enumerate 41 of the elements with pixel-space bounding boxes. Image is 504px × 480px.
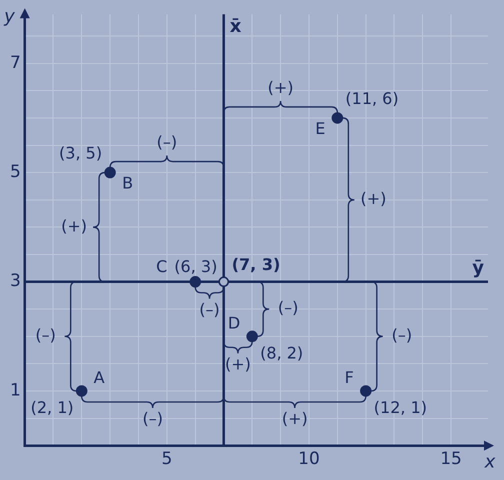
annotation: (3, 5) [59, 144, 102, 163]
y-axis-title: y [3, 6, 16, 27]
point [360, 385, 372, 397]
annotation: C [156, 256, 168, 276]
annotation: (–) [278, 298, 298, 318]
x-tick-label: 15 [440, 449, 462, 470]
annotation: (–) [35, 326, 56, 345]
annotation: (–) [156, 132, 178, 152]
annotation: (11, 6) [345, 89, 399, 108]
x-tick-label: 10 [298, 449, 320, 470]
annotation: A [94, 368, 105, 388]
x-axis-title: x [484, 451, 496, 472]
y-tick-label: 7 [10, 52, 21, 73]
point [332, 112, 344, 124]
annotation: (+) [224, 354, 251, 374]
annotation: (12, 1) [374, 398, 428, 418]
annotation: (+) [268, 78, 294, 98]
annotation: (8, 2) [260, 344, 304, 363]
point [104, 166, 116, 178]
ref-line-label: ȳ [472, 257, 484, 278]
annotation: (6, 3) [174, 256, 218, 276]
annotation: E [315, 119, 326, 138]
annotation: (–) [199, 300, 220, 319]
annotation: D [228, 314, 240, 333]
point [76, 385, 88, 397]
y-tick-label: 1 [10, 380, 21, 400]
annotation: (+) [61, 216, 88, 236]
annotation: (7, 3) [232, 254, 280, 274]
annotation: (+) [282, 409, 308, 428]
ref-line-label: x̄ [230, 16, 242, 37]
annotation: F [344, 368, 354, 388]
annotation: B [122, 174, 134, 193]
point [246, 330, 258, 342]
annotation: (2, 1) [30, 398, 74, 418]
annotation: (–) [142, 409, 163, 428]
y-tick-label: 3 [10, 271, 21, 292]
x-tick-label: 5 [161, 449, 172, 470]
y-tick-label: 5 [10, 162, 21, 182]
annotation: (–) [392, 326, 412, 345]
annotation: (+) [360, 189, 386, 208]
point [218, 276, 229, 288]
